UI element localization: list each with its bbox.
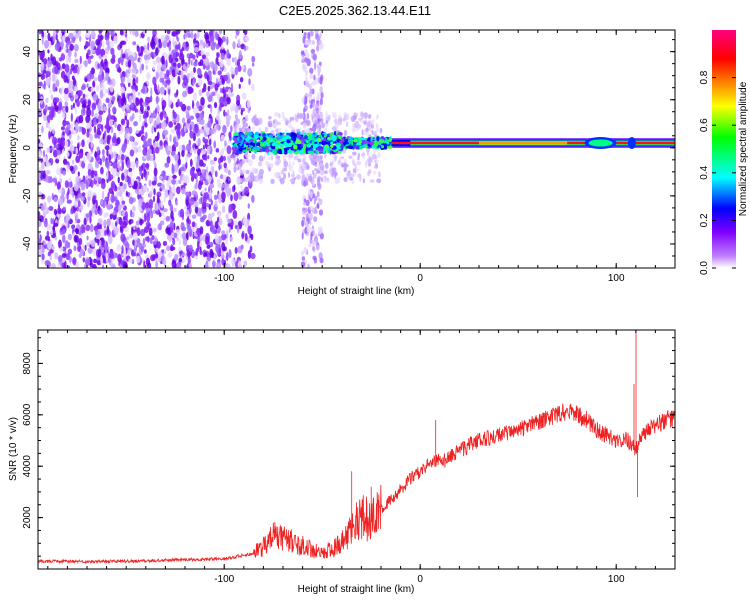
snr-panel: -100 0 100 2000 4000 6000 8000 Height of strai… bbox=[8, 329, 676, 595]
colorbar-tick-label: 0.2 bbox=[699, 213, 710, 227]
colorbar-label: Normalized spectral amplitude bbox=[738, 81, 749, 216]
y-tick-label: 6000 bbox=[22, 403, 33, 426]
colorbar-ticks: 0.0 0.2 0.4 0.6 0.8 bbox=[699, 70, 736, 275]
y-tick-label: -20 bbox=[22, 188, 33, 203]
colorbar bbox=[712, 30, 736, 268]
snr-frame bbox=[37, 329, 676, 570]
spectrogram-heat bbox=[38, 30, 675, 268]
spectrogram-frame bbox=[37, 29, 676, 269]
snr-ticks: -100 0 100 2000 4000 6000 8000 bbox=[22, 330, 676, 585]
x-tick-label: 100 bbox=[608, 574, 625, 585]
x-tick-label: -100 bbox=[214, 574, 234, 585]
y-tick-label: 8000 bbox=[22, 352, 33, 375]
colorbar-tick-label: 0.6 bbox=[699, 118, 710, 132]
snr-ylabel: SNR (10 * v/v) bbox=[8, 417, 19, 481]
spectrogram-ylabel: Frequency (Hz) bbox=[8, 115, 19, 184]
y-tick-label: 20 bbox=[22, 94, 33, 106]
spectrogram-xlabel: Height of straight line (km) bbox=[298, 286, 415, 297]
x-tick-label: -100 bbox=[214, 273, 234, 284]
x-tick-label: 0 bbox=[417, 574, 423, 585]
y-tick-label: 0 bbox=[22, 145, 33, 151]
colorbar-tick-label: 0.8 bbox=[699, 70, 710, 84]
colorbar-tick-label: 0.0 bbox=[699, 261, 710, 275]
snr-series-line bbox=[38, 330, 675, 565]
snr-xlabel: Height of straight line (km) bbox=[298, 584, 415, 595]
y-tick-label: -40 bbox=[22, 236, 33, 251]
x-tick-label: 100 bbox=[608, 273, 625, 284]
y-tick-label: 4000 bbox=[22, 455, 33, 478]
y-tick-label: 2000 bbox=[22, 506, 33, 529]
figure-title: C2E5.2025.362.13.44.E11 bbox=[279, 3, 431, 18]
spectrogram-ticks: -100 0 100 -40 -20 0 20 40 bbox=[22, 30, 676, 284]
x-tick-label: 0 bbox=[417, 273, 423, 284]
colorbar-tick-label: 0.4 bbox=[699, 165, 710, 179]
y-tick-label: 40 bbox=[22, 46, 33, 58]
spectrogram-panel: -100 0 100 -40 -20 0 20 40 Height of straight l… bbox=[8, 29, 749, 297]
